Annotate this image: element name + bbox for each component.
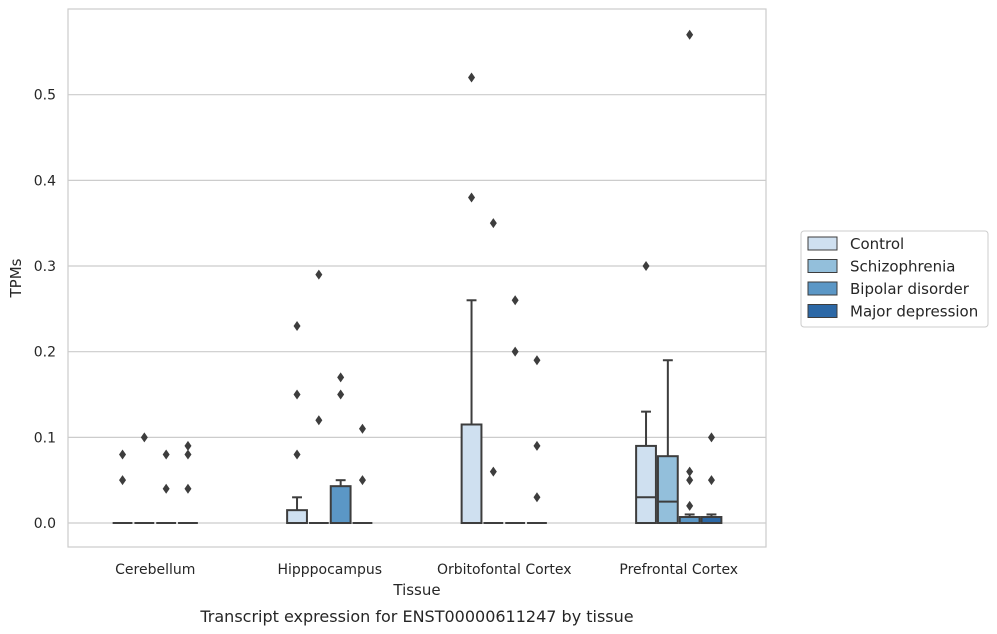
- legend-label: Bipolar disorder: [850, 280, 970, 298]
- outlier-point: [686, 466, 694, 477]
- outlier-point: [315, 415, 323, 426]
- legend-swatch: [807, 236, 838, 251]
- outlier-point: [358, 423, 366, 434]
- outlier-point: [707, 432, 715, 443]
- series-group: [134, 218, 679, 525]
- legend-label: Major depression: [850, 303, 978, 321]
- outlier-point: [686, 29, 694, 40]
- outlier-point: [337, 372, 345, 383]
- y-tick-label: 0.1: [34, 430, 56, 446]
- outlier-point: [358, 475, 366, 486]
- outlier-point: [642, 261, 650, 272]
- legend-swatch: [807, 281, 838, 296]
- outlier-point: [468, 72, 476, 83]
- legend-label: Schizophrenia: [850, 258, 955, 276]
- outlier-point: [293, 389, 301, 400]
- x-axis-title: Tissue: [392, 581, 440, 599]
- outlier-point: [293, 320, 301, 331]
- x-tick-labels: Cerebellum Hipppocampus Orbitofontal Corte…: [115, 562, 738, 578]
- outlier-point: [315, 269, 323, 280]
- outlier-point: [707, 475, 715, 486]
- y-tick-label: 0.5: [34, 88, 56, 104]
- outlier-point: [511, 295, 519, 306]
- outlier-point: [533, 440, 541, 451]
- legend-swatch: [807, 259, 838, 273]
- y-tick-label: 0.0: [34, 516, 56, 532]
- outlier-point: [119, 475, 127, 486]
- y-tick-label: 0.2: [34, 345, 56, 361]
- outlier-point: [511, 346, 519, 357]
- outlier-point: [686, 500, 694, 511]
- outlier-point: [686, 475, 694, 486]
- outlier-point: [489, 218, 497, 229]
- box: [656, 455, 679, 525]
- series-group: [156, 29, 701, 525]
- chart-caption: Transcript expression for ENST0000061124…: [199, 607, 633, 626]
- x-tick-label: Hipppocampus: [277, 562, 382, 578]
- box: [329, 485, 352, 525]
- outlier-point: [184, 440, 192, 451]
- y-axis-title: TPMs: [7, 258, 25, 298]
- box: [635, 444, 657, 525]
- x-tick-label: Prefrontal Cortex: [619, 562, 738, 578]
- x-tick-label: Cerebellum: [115, 562, 195, 578]
- outlier-point: [489, 466, 497, 477]
- outlier-point: [337, 389, 345, 400]
- outlier-point: [162, 483, 170, 494]
- legend: Control Schizophrenia Bipolar disorder Majo…: [800, 230, 989, 328]
- legend-label: Control: [850, 235, 904, 253]
- y-tick-label: 0.3: [34, 259, 56, 275]
- legend-swatch: [807, 304, 838, 318]
- box-series: [112, 29, 723, 525]
- outlier-point: [184, 449, 192, 460]
- x-tick-label: Orbitofontal Cortex: [437, 562, 572, 578]
- outlier-point: [140, 432, 148, 443]
- y-tick-label: 0.4: [34, 173, 56, 189]
- outlier-point: [162, 449, 170, 460]
- y-tick-labels: 0.0 0.1 0.2 0.3 0.4 0.5: [34, 88, 56, 532]
- series-group: [112, 72, 657, 525]
- outlier-point: [533, 355, 541, 366]
- box: [286, 509, 308, 525]
- outlier-point: [119, 449, 127, 460]
- legend-frame: [800, 230, 989, 328]
- box: [460, 423, 483, 525]
- plot-frame: [67, 8, 767, 548]
- outlier-point: [468, 192, 476, 203]
- outlier-point: [293, 449, 301, 460]
- outlier-point: [184, 483, 192, 494]
- outlier-point: [533, 492, 541, 503]
- series-group: [178, 355, 723, 525]
